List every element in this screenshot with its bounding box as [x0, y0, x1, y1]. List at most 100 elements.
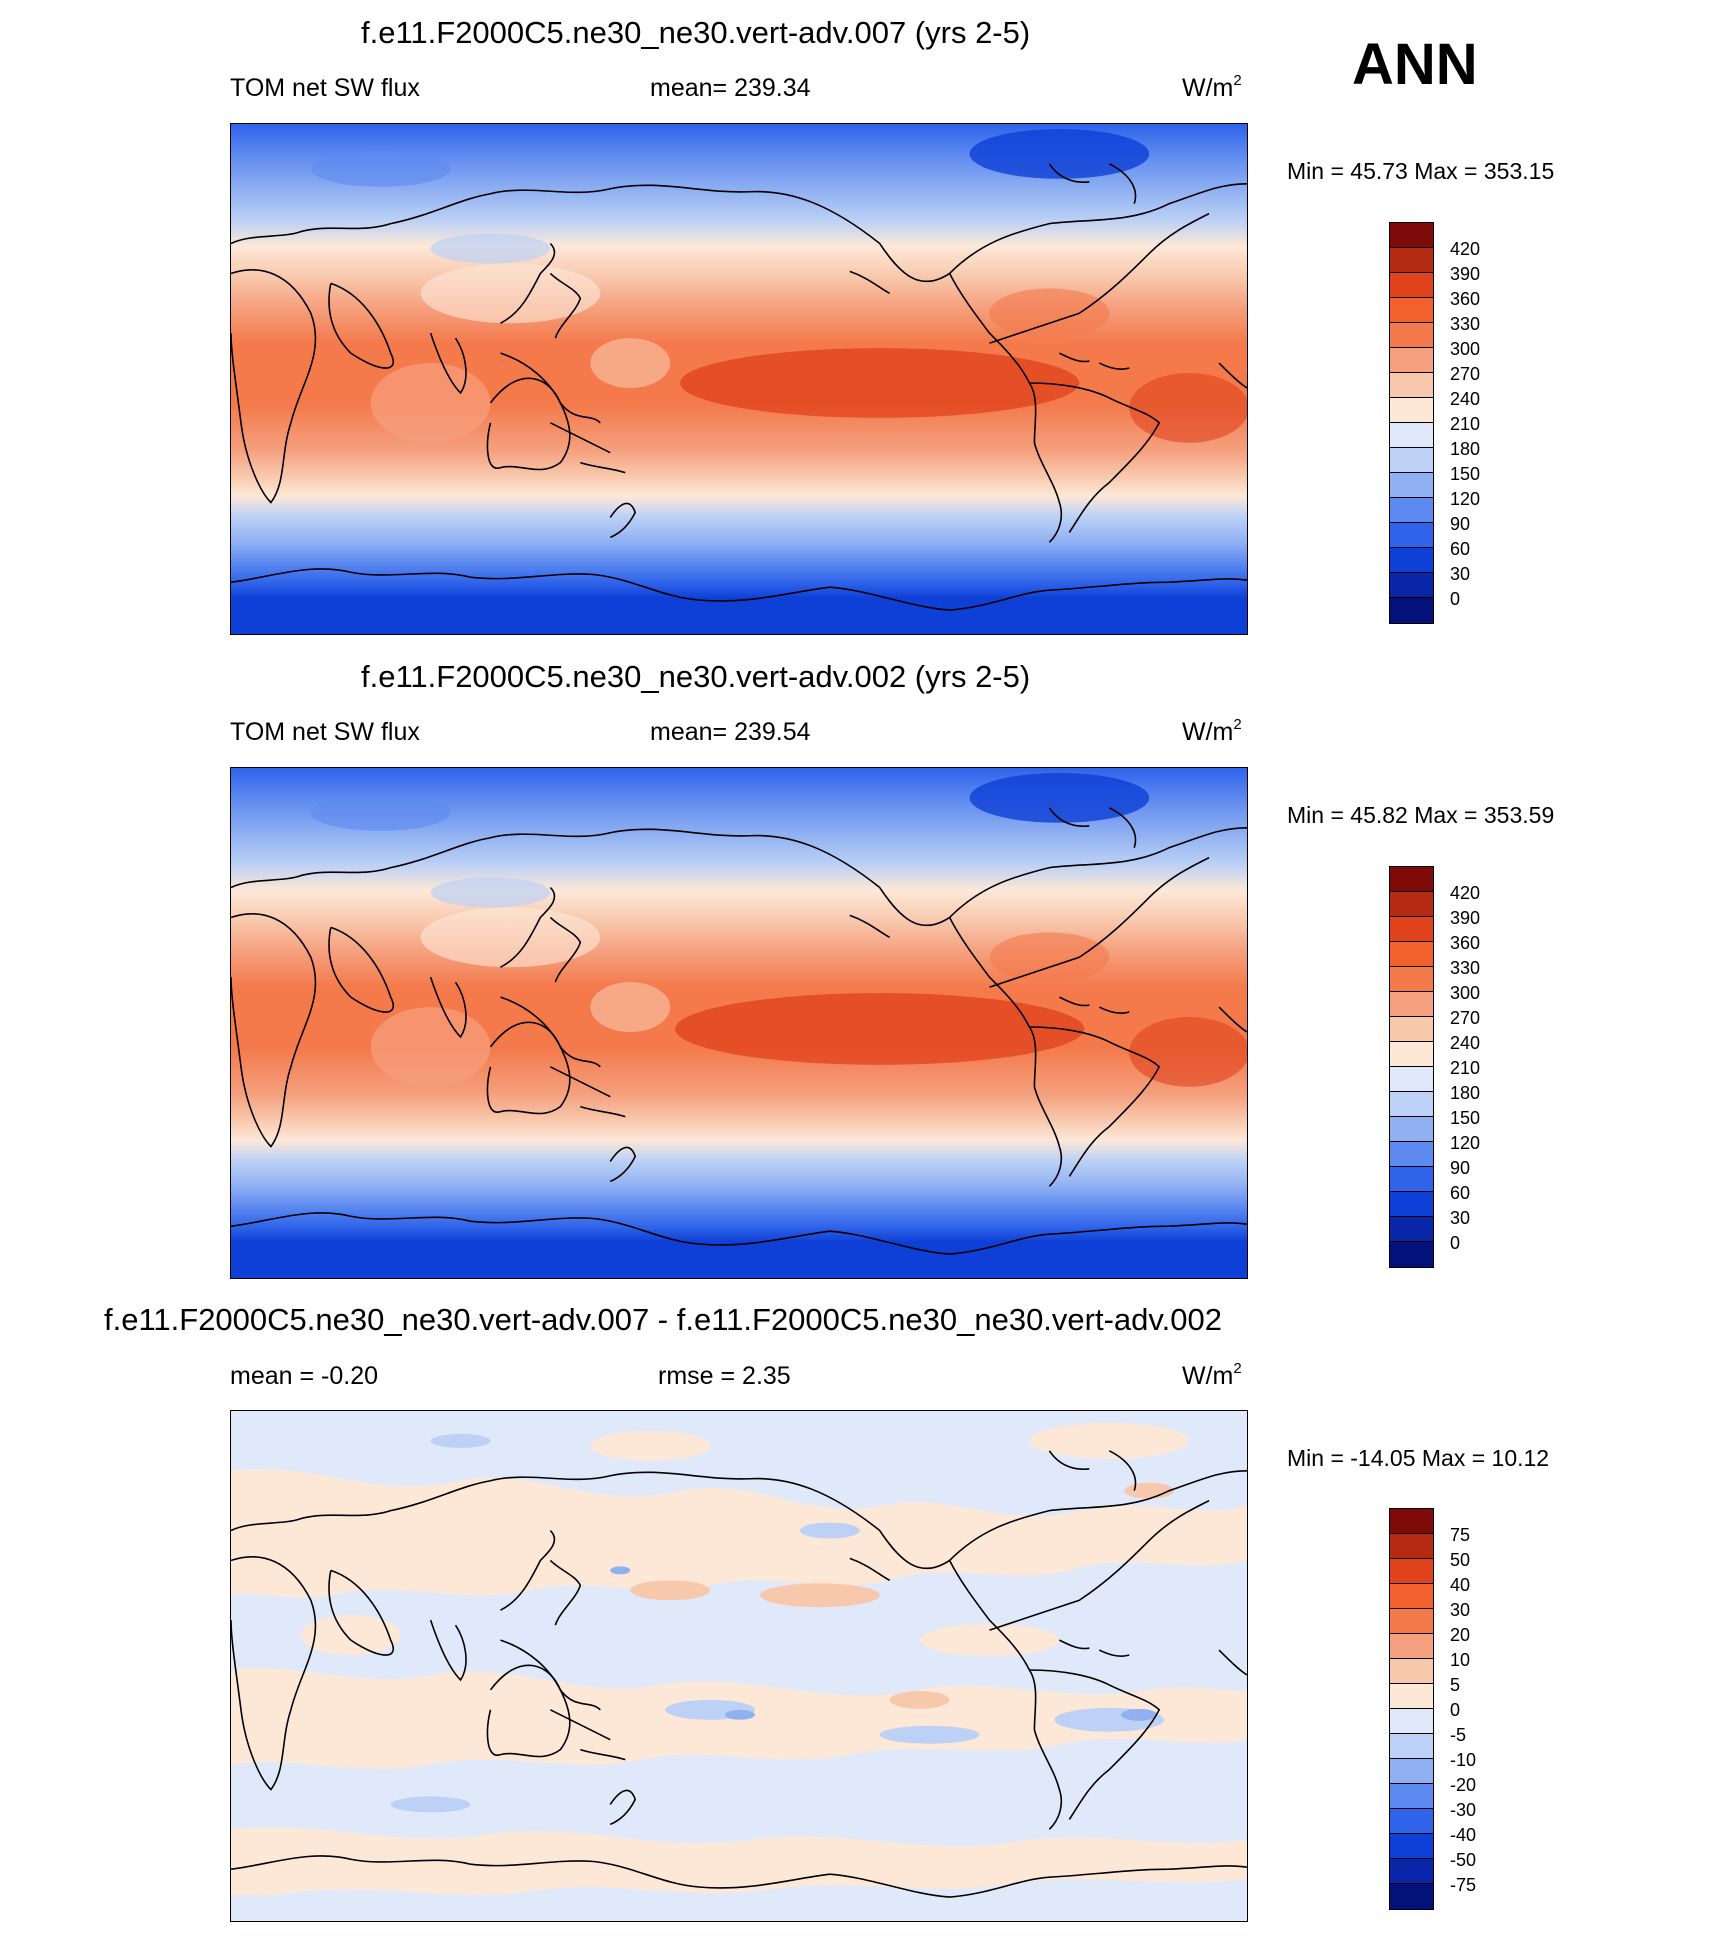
panel2-colorbar-label: 0 [1450, 1233, 1461, 1253]
panel3-colorbar-label: 30 [1450, 1600, 1471, 1620]
panel2-colorbar-label: 270 [1450, 1008, 1481, 1028]
panel1-colorbar-label: 360 [1450, 289, 1481, 309]
panel2-units-text: W/m [1182, 718, 1234, 746]
panel3-colorbar-label: -5 [1450, 1725, 1467, 1745]
panel2-colorbar-label: 60 [1450, 1183, 1471, 1203]
panel3-colorbar-swatch [1390, 1609, 1433, 1634]
panel1-colorbar-swatch [1390, 248, 1433, 273]
panel2-map-svg [231, 768, 1247, 1278]
panel1-colorbar-label: 300 [1450, 339, 1481, 359]
panel3-colorbar-swatch [1390, 1634, 1433, 1659]
panel2-colorbar-swatch [1390, 867, 1433, 892]
panel1-colorbar-label: 30 [1450, 564, 1471, 584]
panel1-colorbar-swatch [1390, 448, 1433, 473]
panel2-colorbar-label: 420 [1450, 883, 1481, 903]
panel2-title: f.e11.F2000C5.ne30_ne30.vert-adv.002 (yr… [361, 659, 1031, 694]
panel1-map [230, 123, 1248, 635]
panel1-minmax: Min = 45.73 Max = 353.15 [1287, 158, 1555, 184]
panel1-colorbar-label: 270 [1450, 364, 1481, 384]
panel2-colorbar-swatch [1390, 892, 1433, 917]
panel1-colorbar-swatch [1390, 348, 1433, 373]
panel1-colorbar-swatch [1390, 423, 1433, 448]
panel3-colorbar-swatch [1390, 1709, 1433, 1734]
panel3-colorbar-swatch [1390, 1859, 1433, 1884]
panel3-colorbar-swatch [1390, 1834, 1433, 1859]
panel2-colorbar-swatch [1390, 992, 1433, 1017]
panel1-colorbar-swatch [1390, 548, 1433, 573]
panel1-mean-label: mean= 239.34 [650, 74, 811, 102]
panel1-colorbar-swatch [1390, 498, 1433, 523]
panel3-colorbar-swatch [1390, 1684, 1433, 1709]
panel2-colorbar-label: 210 [1450, 1058, 1481, 1078]
panel3-colorbar-label: 50 [1450, 1550, 1471, 1570]
panel3-units-text: W/m [1182, 1362, 1234, 1390]
panel1-units-text: W/m [1182, 74, 1234, 102]
panel1-colorbar-swatch [1390, 323, 1433, 348]
panel3-colorbar-label: 0 [1450, 1700, 1461, 1720]
panel2-colorbar-label: 30 [1450, 1208, 1471, 1228]
panel1-units-sup: 2 [1233, 72, 1242, 89]
panel1-colorbar-label: 150 [1450, 464, 1481, 484]
panel1-colorbar-label: 420 [1450, 239, 1481, 259]
panel2-colorbar-swatch [1390, 1042, 1433, 1067]
panel3-units-sup: 2 [1233, 1360, 1242, 1377]
panel3-minmax: Min = -14.05 Max = 10.12 [1287, 1445, 1550, 1471]
panel1-colorbar-swatch [1390, 273, 1433, 298]
panel2-colorbar-label: 390 [1450, 908, 1481, 928]
panel3-colorbar-label: 40 [1450, 1575, 1471, 1595]
panel3-colorbar-label: -50 [1450, 1850, 1477, 1870]
panel3-colorbar-swatch [1390, 1534, 1433, 1559]
panel1-colorbar-swatch [1390, 573, 1433, 598]
panel2-colorbar-swatch [1390, 1192, 1433, 1217]
panel1-colorbar-label: 180 [1450, 439, 1481, 459]
panel2-colorbar-label: 300 [1450, 983, 1481, 1003]
panel3-colorbar-label: -75 [1450, 1875, 1477, 1895]
panel2-colorbar-swatch [1390, 917, 1433, 942]
panel2-colorbar-swatch [1390, 1017, 1433, 1042]
panel1-colorbar-label: 120 [1450, 489, 1481, 509]
panel3-colorbar-label: 10 [1450, 1650, 1471, 1670]
panel3-rmse-label: rmse = 2.35 [658, 1362, 791, 1390]
panel3-colorbar-label: -10 [1450, 1750, 1477, 1770]
panel1-units-label: W/m2 [1182, 73, 1242, 102]
panel1-colorbar-label: 390 [1450, 264, 1481, 284]
panel3-colorbar-swatch [1390, 1584, 1433, 1609]
panel2-mean-label: mean= 239.54 [650, 718, 811, 746]
panel1-colorbar-swatch [1390, 298, 1433, 323]
panel2-colorbar-swatch [1390, 1242, 1433, 1267]
panel3-colorbar-label: 75 [1450, 1525, 1471, 1545]
panel3-map [230, 1410, 1248, 1922]
panel2-colorbar-label: 120 [1450, 1133, 1481, 1153]
panel3-colorbar-swatch [1390, 1559, 1433, 1584]
panel3-units-label: W/m2 [1182, 1361, 1242, 1390]
panel1-colorbar-label: 330 [1450, 314, 1481, 334]
panel1-colorbar-label: 0 [1450, 589, 1461, 609]
panel3-mean-label: mean = -0.20 [230, 1362, 379, 1390]
panel2-minmax: Min = 45.82 Max = 353.59 [1287, 802, 1555, 828]
panel3-colorbar [1389, 1508, 1434, 1910]
panel1-colorbar-label: 210 [1450, 414, 1481, 434]
season-label: ANN [1352, 32, 1478, 97]
panel3-colorbar-label: 20 [1450, 1625, 1471, 1645]
panel1-title: f.e11.F2000C5.ne30_ne30.vert-adv.007 (yr… [361, 15, 1031, 50]
panel1-colorbar-swatch [1390, 223, 1433, 248]
panel1-colorbar [1389, 222, 1434, 624]
panel2-colorbar-label: 330 [1450, 958, 1481, 978]
panel2-colorbar-swatch [1390, 1117, 1433, 1142]
panel3-colorbar-label: 5 [1450, 1675, 1461, 1695]
panel1-colorbar-swatch [1390, 398, 1433, 423]
panel2-colorbar-label: 240 [1450, 1033, 1481, 1053]
panel2-colorbar-label: 180 [1450, 1083, 1481, 1103]
panel3-map-svg [231, 1411, 1247, 1921]
panel2-colorbar [1389, 866, 1434, 1268]
panel2-colorbar-swatch [1390, 1167, 1433, 1192]
panel2-colorbar-swatch [1390, 1092, 1433, 1117]
panel3-colorbar-swatch [1390, 1884, 1433, 1909]
panel1-colorbar-swatch [1390, 373, 1433, 398]
panel1-colorbar-swatch [1390, 473, 1433, 498]
panel2-variable-label: TOM net SW flux [230, 718, 420, 746]
panel2-colorbar-label: 150 [1450, 1108, 1481, 1128]
panel2-colorbar-swatch [1390, 967, 1433, 992]
panel2-units-label: W/m2 [1182, 717, 1242, 746]
panel3-colorbar-label: -20 [1450, 1775, 1477, 1795]
